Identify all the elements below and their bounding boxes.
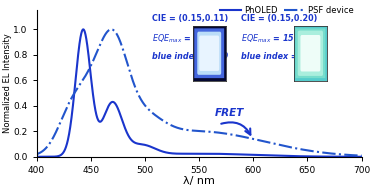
PSF device — [291, 147, 295, 149]
PSF device — [350, 154, 355, 156]
FancyBboxPatch shape — [197, 32, 221, 75]
PhOLED — [51, 156, 56, 158]
PhOLED — [192, 153, 197, 155]
PhOLED — [359, 156, 364, 158]
PhOLED — [81, 28, 85, 30]
PSF device — [359, 155, 364, 157]
PSF device — [350, 154, 354, 156]
PSF device — [51, 136, 56, 139]
Text: CIE = (0.15,0.11): CIE = (0.15,0.11) — [152, 14, 228, 23]
Legend: PhOLED, PSF device: PhOLED, PSF device — [216, 3, 357, 18]
PSF device — [34, 153, 39, 155]
PSF device — [192, 130, 197, 132]
PSF device — [184, 129, 188, 131]
PSF device — [109, 28, 113, 30]
X-axis label: λ/ nm: λ/ nm — [183, 176, 215, 186]
Text: blue index = 229: blue index = 229 — [152, 52, 228, 61]
Text: blue index = 122: blue index = 122 — [241, 52, 317, 61]
PhOLED — [350, 156, 355, 158]
PhOLED — [184, 153, 188, 155]
FancyBboxPatch shape — [199, 36, 219, 71]
FancyBboxPatch shape — [300, 35, 320, 71]
FancyBboxPatch shape — [194, 28, 224, 78]
Line: PSF device: PSF device — [37, 29, 361, 156]
PhOLED — [350, 156, 354, 158]
Text: $EQE_{max}$ = 22.0%: $EQE_{max}$ = 22.0% — [152, 33, 222, 46]
Line: PhOLED: PhOLED — [37, 29, 361, 157]
PhOLED — [291, 155, 295, 157]
FancyBboxPatch shape — [298, 31, 323, 76]
Text: $EQE_{max}$ = 15.7%: $EQE_{max}$ = 15.7% — [241, 33, 312, 46]
Y-axis label: Normalized EL Intensity: Normalized EL Intensity — [3, 34, 12, 133]
Text: CIE = (0.15,0.20): CIE = (0.15,0.20) — [241, 14, 318, 23]
FancyBboxPatch shape — [295, 28, 325, 78]
PhOLED — [34, 156, 39, 158]
Text: FRET: FRET — [215, 108, 245, 118]
